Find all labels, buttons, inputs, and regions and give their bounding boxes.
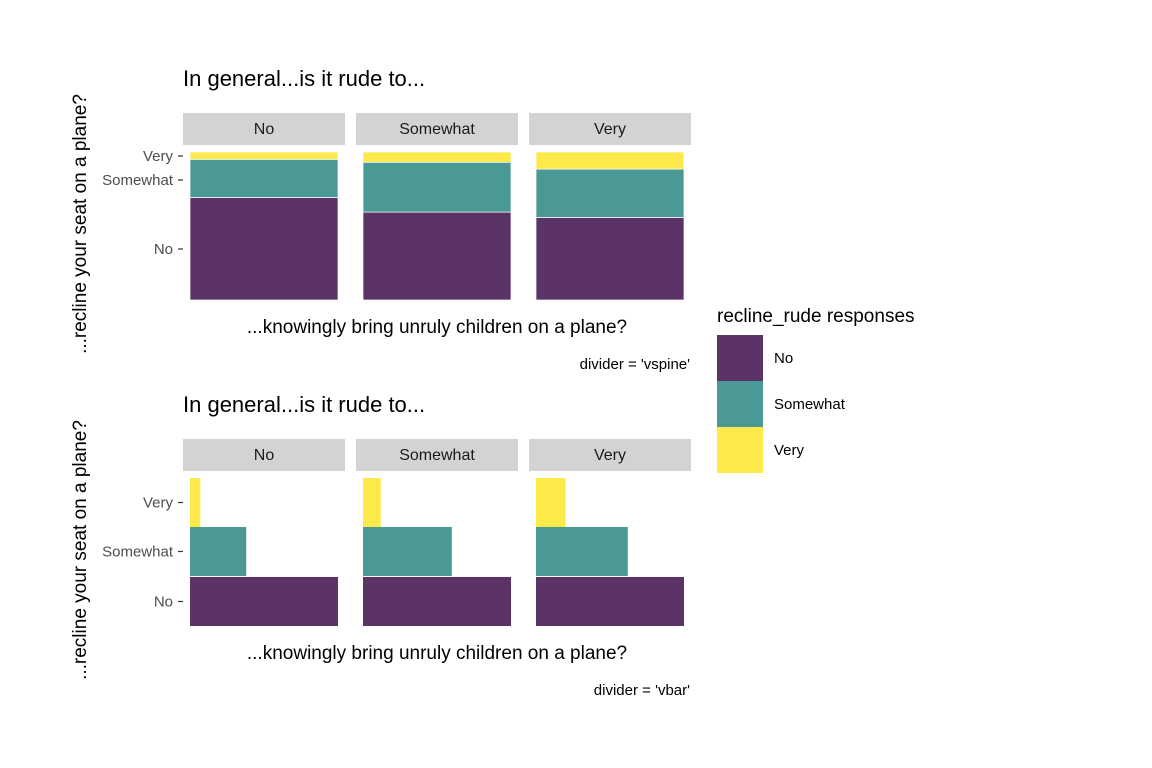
facet-strip-label: No xyxy=(254,447,275,464)
facet-strip-label: Somewhat xyxy=(399,447,475,464)
legend-label: Very xyxy=(774,442,805,459)
bar-no xyxy=(363,577,511,626)
bar-somewhat xyxy=(190,527,247,576)
facet-strip-label: Very xyxy=(594,121,626,138)
bar-no xyxy=(189,197,339,301)
chart-panel-vbar: In general...is it rude to... ...recline … xyxy=(70,392,691,699)
facet-strip xyxy=(529,439,691,471)
bar-somewhat xyxy=(536,527,628,576)
facet-strip-label: No xyxy=(254,121,275,138)
bar-very xyxy=(535,151,685,170)
bar-somewhat xyxy=(189,158,339,198)
bar-very xyxy=(363,478,381,527)
y-tick-label: No xyxy=(154,241,173,258)
y-tick-label: No xyxy=(154,594,173,611)
facet-strip xyxy=(183,113,345,145)
legend-label: No xyxy=(774,350,793,367)
legend-swatch xyxy=(717,335,763,381)
y-axis-title: ...recline your seat on a plane? xyxy=(70,94,91,354)
legend-swatch xyxy=(717,427,763,473)
facet-strip xyxy=(356,439,518,471)
bar-somewhat xyxy=(363,527,452,576)
bar-very xyxy=(536,478,566,527)
chart-panel-vspine: In general...is it rude to... ...recline … xyxy=(70,66,691,373)
facet-strip-label: Somewhat xyxy=(399,121,475,138)
x-axis-title: ...knowingly bring unruly children on a … xyxy=(247,643,627,664)
facet-strip xyxy=(529,113,691,145)
chart-title: In general...is it rude to... xyxy=(183,66,425,91)
bar-no xyxy=(536,577,684,626)
bar-very xyxy=(190,478,201,527)
legend-swatch xyxy=(717,381,763,427)
bar-no xyxy=(362,211,512,301)
facet-strip-label: Very xyxy=(594,447,626,464)
chart-caption: divider = 'vbar' xyxy=(594,682,690,699)
bar-no xyxy=(190,577,338,626)
facet-strip xyxy=(356,113,518,145)
legend-title: recline_rude responses xyxy=(717,306,915,327)
facet-strip xyxy=(183,439,345,471)
bar-no xyxy=(535,217,685,301)
legend: recline_rude responses No Somewhat Very xyxy=(717,306,915,473)
y-tick-label: Very xyxy=(143,495,174,512)
bar-somewhat xyxy=(362,161,512,213)
chart-caption: divider = 'vspine' xyxy=(580,356,691,373)
bar-very xyxy=(189,151,339,160)
y-tick-label: Somewhat xyxy=(102,172,174,189)
x-axis-title: ...knowingly bring unruly children on a … xyxy=(247,317,627,338)
bar-very xyxy=(362,151,512,163)
chart-title: In general...is it rude to... xyxy=(183,392,425,417)
y-axis-title: ...recline your seat on a plane? xyxy=(70,420,91,680)
bar-somewhat xyxy=(535,168,685,218)
y-tick-label: Very xyxy=(143,148,174,165)
legend-label: Somewhat xyxy=(774,396,846,413)
y-tick-label: Somewhat xyxy=(102,544,174,561)
